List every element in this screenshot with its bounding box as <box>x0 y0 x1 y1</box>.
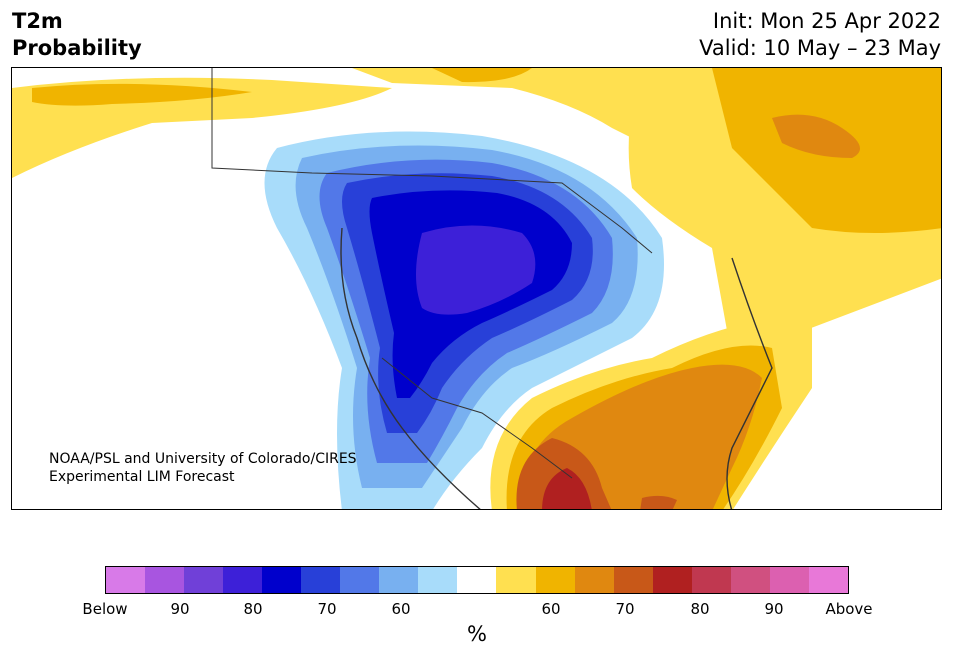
credit-line1: NOAA/PSL and University of Colorado/CIRE… <box>49 451 357 467</box>
tick-label: 80 <box>690 600 710 618</box>
tick-label: Above <box>825 600 873 618</box>
warm-region-mexico-deep <box>542 468 592 509</box>
init-date: Init: Mon 25 Apr 2022 <box>712 9 941 33</box>
colorbar-swatch <box>691 567 731 593</box>
colorbar-unit: % <box>467 622 487 646</box>
colorbar-swatch <box>769 567 809 593</box>
tick-label: Below <box>82 600 128 618</box>
colorbar-swatch <box>340 567 380 593</box>
colorbar-swatch <box>457 567 497 593</box>
colorbar-swatch <box>379 567 419 593</box>
credit-text: NOAA/PSL and University of Colorado/CIRE… <box>49 450 357 486</box>
colorbar-swatch <box>535 567 575 593</box>
colorbar-swatch <box>808 567 848 593</box>
colorbar-swatch <box>184 567 224 593</box>
cold-region-max <box>416 225 536 315</box>
tick-label: 70 <box>615 600 635 618</box>
colorbar-swatch <box>418 567 458 593</box>
colorbar-swatch <box>652 567 692 593</box>
tick-label: 80 <box>243 600 263 618</box>
us-canada-border <box>211 68 653 254</box>
colorbar-swatch <box>496 567 536 593</box>
variable-title: T2m <box>12 9 63 33</box>
colorbar-swatch <box>223 567 263 593</box>
warm-region-arctic-core <box>432 68 532 83</box>
tick-label: 60 <box>391 600 411 618</box>
probability-colorbar <box>105 566 849 594</box>
coastline-east <box>726 257 773 509</box>
us-mexico-border <box>381 357 573 479</box>
variable-subtitle: Probability <box>12 36 142 60</box>
valid-range: Valid: 10 May – 23 May <box>699 36 941 60</box>
credit-line2: Experimental LIM Forecast <box>49 469 235 485</box>
warm-region-arctic-islands <box>352 68 712 138</box>
colorbar-swatch <box>145 567 185 593</box>
tick-label: 70 <box>317 600 337 618</box>
warm-region-labrador <box>772 114 860 158</box>
forecast-map <box>11 67 942 510</box>
warm-region-cuba <box>640 495 677 509</box>
colorbar-swatch <box>106 567 146 593</box>
tick-label: 60 <box>541 600 561 618</box>
colorbar-swatch <box>301 567 341 593</box>
tick-label: 90 <box>170 600 190 618</box>
map-svg <box>12 68 941 509</box>
forecast-dates: Init: Mon 25 Apr 2022 Valid: 10 May – 23… <box>699 8 941 62</box>
colorbar-swatch <box>574 567 614 593</box>
colorbar-swatch <box>730 567 770 593</box>
tick-label: 90 <box>764 600 784 618</box>
warm-region-north-canada-core <box>32 83 252 106</box>
colorbar-swatch <box>262 567 302 593</box>
map-title: T2m Probability <box>12 8 142 62</box>
colorbar-swatch <box>613 567 653 593</box>
coastline-west <box>340 227 481 509</box>
